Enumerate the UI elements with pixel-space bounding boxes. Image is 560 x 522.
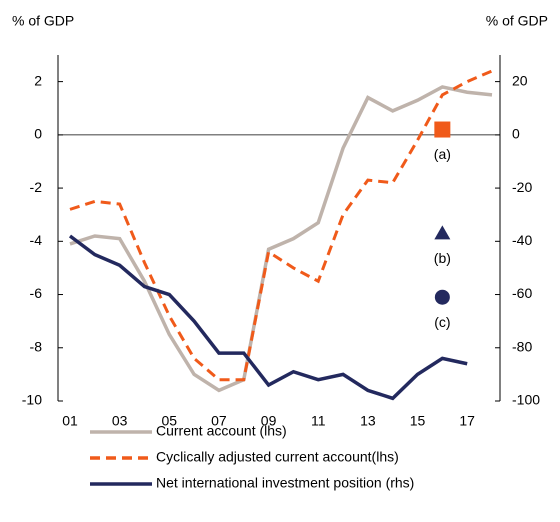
y-tick-label: -8 xyxy=(30,338,43,354)
y-tick-label: 2 xyxy=(34,72,42,88)
series-line xyxy=(69,85,493,393)
y-tick-label: 0 xyxy=(34,126,42,142)
y-axis-label: % of GDP xyxy=(12,13,74,29)
x-tick-label: 13 xyxy=(360,413,376,429)
y2-tick-label: 0 xyxy=(512,126,520,142)
x-tick-label: 03 xyxy=(112,413,128,429)
y2-tick-label: -20 xyxy=(512,179,532,195)
x-tick-label: 15 xyxy=(410,413,426,429)
legend-label: Cyclically adjusted current account(lhs) xyxy=(156,449,399,465)
x-tick-label: 01 xyxy=(62,413,78,429)
y2-tick-label: -40 xyxy=(512,232,532,248)
x-tick-label: 07 xyxy=(211,413,227,429)
y2-tick-label: -100 xyxy=(512,392,540,408)
marker-label: (a) xyxy=(434,146,451,162)
y2-tick-label: 20 xyxy=(512,72,528,88)
y2-tick-label: -60 xyxy=(512,285,532,301)
y-tick-label: -4 xyxy=(30,232,43,248)
y-tick-label: -10 xyxy=(22,392,42,408)
legend-label: Net international investment position (r… xyxy=(156,475,414,491)
y2-tick-label: -80 xyxy=(512,338,532,354)
marker-label: (b) xyxy=(434,250,451,266)
legend-label: Current account (lhs) xyxy=(156,423,287,439)
marker xyxy=(434,289,450,305)
x-tick-label: 09 xyxy=(261,413,277,429)
y-tick-label: -6 xyxy=(30,285,43,301)
series-line xyxy=(68,234,468,401)
x-tick-label: 11 xyxy=(311,413,326,429)
series-line xyxy=(69,69,493,382)
marker-label: (c) xyxy=(434,314,450,330)
marker xyxy=(434,121,451,138)
marker xyxy=(434,225,451,240)
x-tick-label: 17 xyxy=(459,413,475,429)
y-tick-label: -2 xyxy=(30,179,43,195)
y2-axis-label: % of GDP xyxy=(486,13,548,29)
x-tick-label: 05 xyxy=(162,413,178,429)
